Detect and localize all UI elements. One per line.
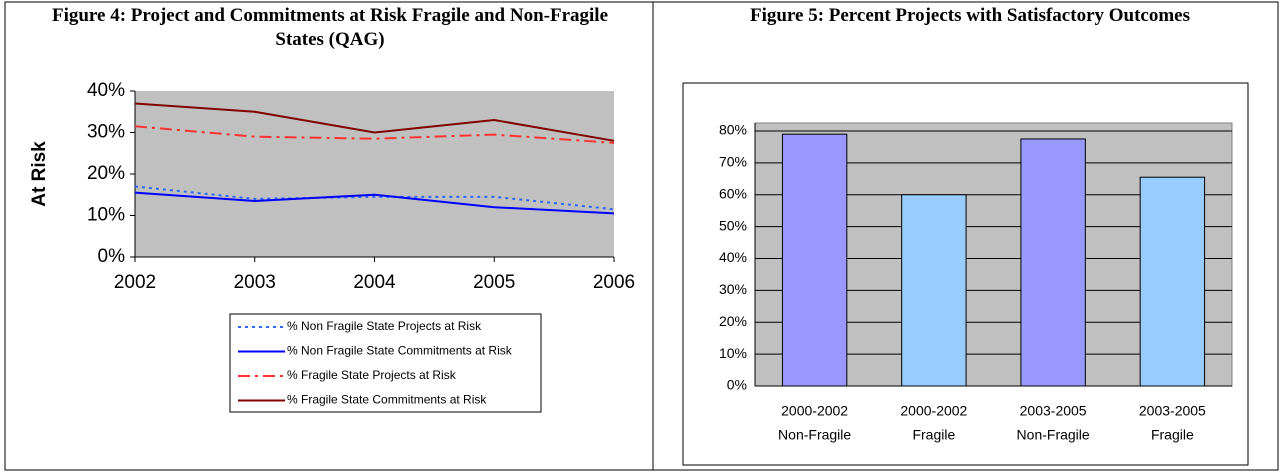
y-tick-label: 20%	[87, 163, 125, 184]
x-tick-label: 2000-2002	[781, 403, 848, 419]
bar	[781, 133, 848, 387]
figure-title: Figure 4: Project and Commitments at Ris…	[51, 5, 609, 50]
x-tick-label: Non-Fragile	[1017, 427, 1090, 443]
x-tick-label: 2000-2002	[900, 403, 967, 419]
y-tick-label: 80%	[719, 122, 747, 138]
x-tick-label: Fragile	[912, 427, 955, 443]
chart-frame	[682, 82, 1249, 466]
y-tick-label: 60%	[719, 185, 747, 201]
y-tick-label: 70%	[719, 154, 747, 170]
legend-label: % Fragile State Projects at Risk	[287, 368, 457, 382]
y-tick-label: 0%	[727, 377, 747, 393]
x-tick-label: 2004	[353, 272, 396, 293]
legend-label: % Non Fragile State Projects at Risk	[287, 319, 482, 333]
figure-title: Figure 5: Percent Projects with Satisfac…	[749, 5, 1191, 26]
series-line	[134, 191, 615, 215]
x-tick-label: 2003-2005	[1139, 403, 1206, 419]
legend-label: % Fragile State Commitments at Risk	[287, 393, 487, 407]
table-border	[4, 1, 1279, 471]
series-line	[134, 125, 615, 144]
bar	[901, 194, 967, 387]
x-tick-label: 2006	[593, 272, 635, 293]
y-tick-label: 10%	[719, 345, 747, 361]
y-tick-label: 20%	[719, 313, 747, 329]
y-tick-label: 30%	[87, 122, 125, 143]
bar	[1020, 138, 1086, 387]
x-tick-label: 2003	[234, 272, 276, 293]
bar	[1139, 176, 1206, 387]
plot-area	[135, 91, 614, 257]
legend-box	[229, 313, 542, 413]
series-line	[134, 102, 615, 142]
series-line	[134, 185, 615, 211]
x-tick-label: 2005	[473, 272, 515, 293]
x-tick-label: Non-Fragile	[778, 427, 851, 443]
y-tick-label: 50%	[719, 217, 747, 233]
x-tick-label: Fragile	[1151, 427, 1194, 443]
y-axis-label: At Risk	[29, 141, 50, 207]
y-tick-label: 40%	[87, 80, 125, 101]
y-tick-label: 40%	[719, 249, 747, 265]
legend-label: % Non Fragile State Commitments at Risk	[287, 344, 513, 358]
y-tick-label: 30%	[719, 281, 747, 297]
y-tick-label: 0%	[98, 246, 126, 267]
y-tick-label: 10%	[87, 205, 125, 226]
x-tick-label: 2003-2005	[1020, 403, 1087, 419]
x-tick-label: 2002	[114, 272, 156, 293]
